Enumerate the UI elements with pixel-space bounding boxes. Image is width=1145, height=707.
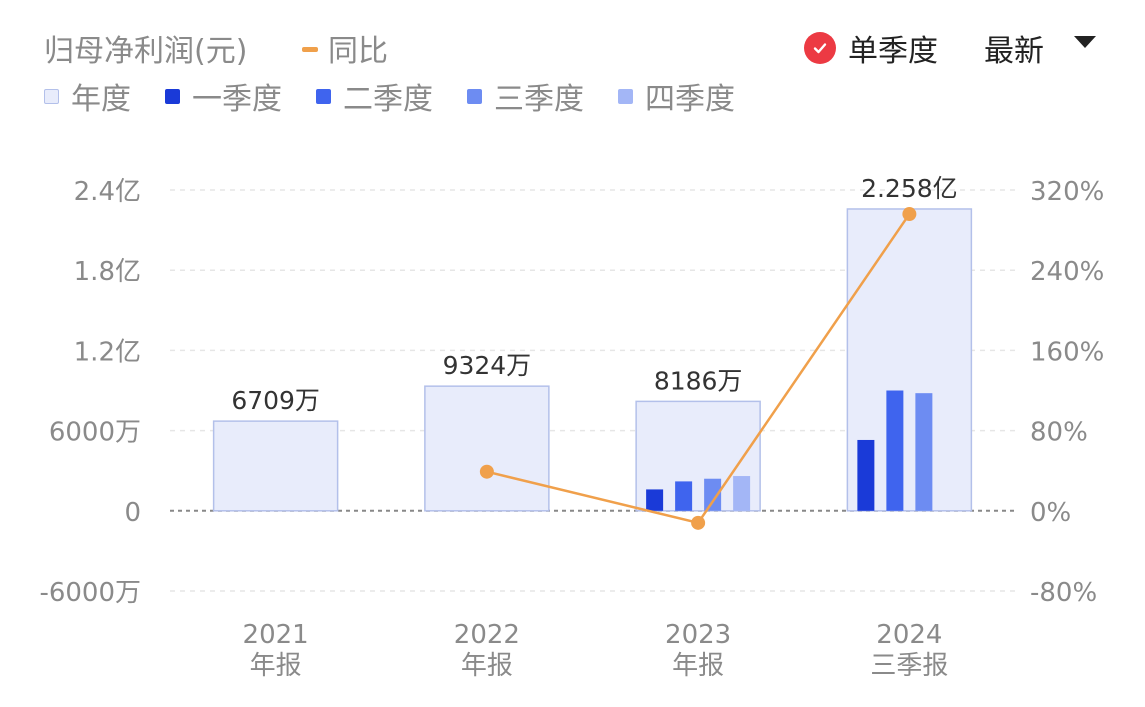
legend-label-q2: 二季度 (343, 82, 433, 117)
quarter-bar (886, 390, 904, 511)
y-tick-label-left: 0 (124, 498, 141, 528)
y-tick-label-right: -80% (1030, 578, 1097, 608)
legend-item-q2[interactable]: 二季度 (316, 74, 433, 118)
legend-swatch-q2 (316, 88, 331, 104)
x-tick-label-period: 年报 (461, 651, 513, 681)
legend-swatch-annual (44, 88, 59, 104)
x-tick-label-period: 三季报 (870, 651, 948, 681)
annual-value-label: 6709万 (231, 386, 320, 415)
legend-yoy-label: 同比 (328, 34, 388, 69)
y-tick-label-left: 1.2亿 (74, 337, 141, 367)
y-tick-label-left: 2.4亿 (74, 177, 141, 207)
legend-swatch-q4 (618, 88, 633, 104)
yoy-point (902, 207, 917, 222)
period-dropdown[interactable]: 最新 (984, 26, 1096, 70)
quarter-bar (675, 481, 693, 511)
chart-header: 归母净利润(元) 同比 单季度 最新 (44, 22, 1104, 72)
x-tick-label-period: 年报 (250, 651, 302, 681)
x-tick-label-period: 年报 (672, 651, 724, 681)
caret-down-icon (1074, 36, 1096, 48)
legend-item-q3[interactable]: 三季度 (467, 74, 584, 118)
quarter-bar (857, 439, 875, 511)
y-tick-label-right: 0% (1030, 498, 1071, 528)
y-tick-label-left: 6000万 (49, 418, 141, 448)
legend-label-annual: 年度 (71, 82, 131, 117)
yoy-point (479, 464, 494, 479)
quarter-bar (733, 476, 751, 511)
annual-value-label: 9324万 (443, 351, 532, 380)
y-tick-label-right: 80% (1030, 418, 1088, 448)
yoy-dash-icon (302, 47, 318, 52)
quarter-bar (704, 478, 722, 511)
legend-yoy[interactable]: 同比 (302, 26, 388, 70)
legend-swatch-q1 (165, 88, 180, 104)
y-tick-label-right: 160% (1030, 337, 1104, 367)
legend-label-q4: 四季度 (645, 82, 735, 117)
single-quarter-label: 单季度 (848, 34, 938, 69)
quarter-bar (915, 393, 933, 511)
quarter-bar (646, 489, 664, 511)
y-tick-label-right: 240% (1030, 257, 1104, 287)
annual-bar (424, 385, 550, 512)
legend-label-q1: 一季度 (192, 82, 282, 117)
check-icon (804, 32, 836, 64)
y-tick-label-left: -6000万 (39, 578, 141, 608)
yoy-point (691, 515, 706, 530)
x-tick-label-year: 2021 (243, 620, 309, 650)
x-tick-label-year: 2024 (876, 620, 942, 650)
annual-bar (212, 420, 339, 512)
x-tick-label-year: 2023 (665, 620, 731, 650)
chart-title: 归母净利润(元) (44, 34, 248, 69)
legend-label-q3: 三季度 (494, 82, 584, 117)
y-tick-label-left: 1.8亿 (74, 257, 141, 287)
annual-value-label: 8186万 (654, 366, 743, 395)
legend-item-annual[interactable]: 年度 (44, 74, 131, 118)
y-tick-label-right: 320% (1030, 177, 1104, 207)
series-legend: 年度 一季度 二季度 三季度 四季度 (44, 74, 769, 118)
legend-swatch-q3 (467, 88, 482, 104)
x-tick-label-year: 2022 (454, 620, 520, 650)
legend-item-q1[interactable]: 一季度 (165, 74, 282, 118)
single-quarter-toggle[interactable]: 单季度 (804, 26, 938, 70)
legend-item-q4[interactable]: 四季度 (618, 74, 735, 118)
annual-value-label: 2.258亿 (861, 174, 958, 203)
period-dropdown-label: 最新 (984, 34, 1044, 69)
